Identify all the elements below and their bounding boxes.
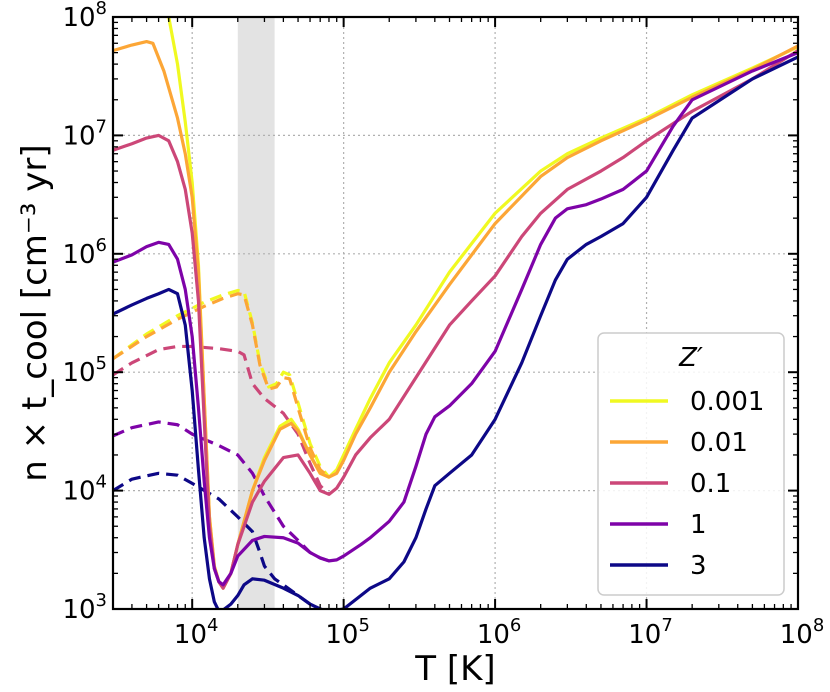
series-2-dashed-line — [113, 344, 331, 496]
legend-label-4: 3 — [690, 551, 707, 581]
x-axis-label: T [K] — [414, 649, 495, 689]
x-tick-label: 107 — [628, 615, 673, 650]
series-3-dashed-line — [113, 420, 330, 563]
legend-label-2: 0.1 — [690, 469, 731, 499]
axes-layer: 104 105 106 107 108 103 104 105 106 107 108 T [K] n … — [15, 0, 824, 689]
series-layer — [113, 17, 798, 609]
x-tick-label: 108 — [780, 615, 825, 650]
legend: Z′ 0.001 0.01 0.1 1 3 — [597, 332, 785, 596]
legend-label-3: 1 — [690, 510, 707, 540]
series-2-solid-line — [113, 49, 798, 590]
legend-box — [597, 332, 785, 596]
shaded-region-layer — [237, 17, 275, 609]
series-1-dashed-line — [113, 292, 330, 479]
series-0-dashed-line — [113, 288, 331, 479]
legend-label-1: 0.01 — [690, 428, 748, 458]
y-tick-label: 107 — [62, 116, 107, 151]
x-tick-label: 104 — [174, 615, 219, 650]
x-tick-label: 106 — [477, 615, 522, 650]
y-tick-label: 103 — [62, 590, 107, 625]
legend-label-0: 0.001 — [690, 387, 764, 417]
legend-title: Z′ — [678, 343, 703, 373]
y-tick-label: 106 — [62, 235, 107, 270]
y-tick-label: 108 — [62, 0, 107, 33]
y-axis-label: n × t_cool [cm⁻³ yr] — [15, 144, 55, 481]
series-4-solid-line — [113, 55, 798, 609]
plot-frame — [111, 15, 800, 611]
shaded-temperature-band — [237, 17, 275, 609]
y-tick-label: 105 — [62, 353, 107, 388]
y-tick-label: 104 — [62, 472, 107, 507]
series-3-solid-line — [113, 51, 798, 587]
series-1-solid-line — [113, 39, 798, 590]
x-tick-label: 105 — [325, 615, 370, 650]
